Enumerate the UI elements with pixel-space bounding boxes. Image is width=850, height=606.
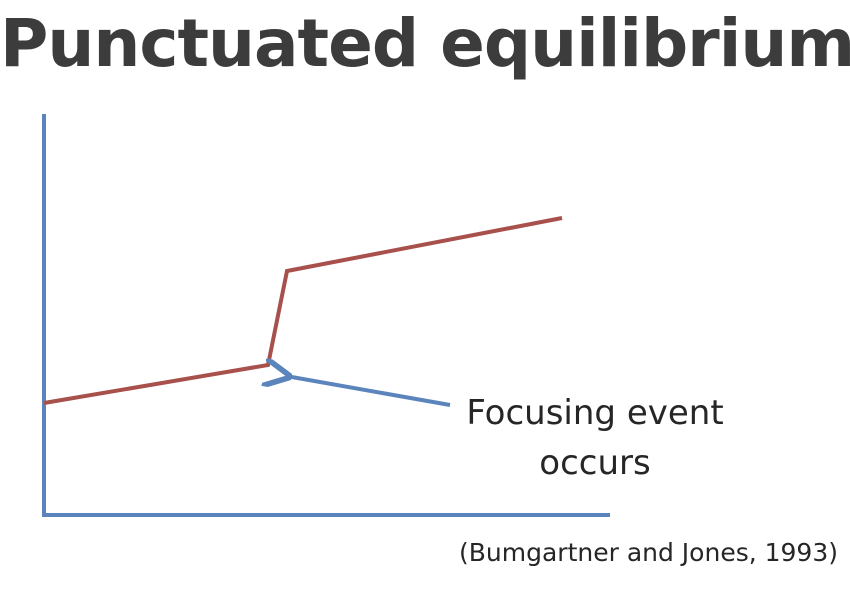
- slide-title: Punctuated equilibrium: [0, 5, 850, 82]
- annotation-line-1: Focusing event: [466, 393, 724, 433]
- arrow-left-icon: [286, 376, 451, 407]
- trend-line: [43, 216, 563, 405]
- citation: (Bumgartner and Jones, 1993): [459, 538, 838, 567]
- annotation-line-2: occurs: [539, 443, 651, 483]
- focusing-event-annotation: Focusing event occurs: [440, 388, 750, 488]
